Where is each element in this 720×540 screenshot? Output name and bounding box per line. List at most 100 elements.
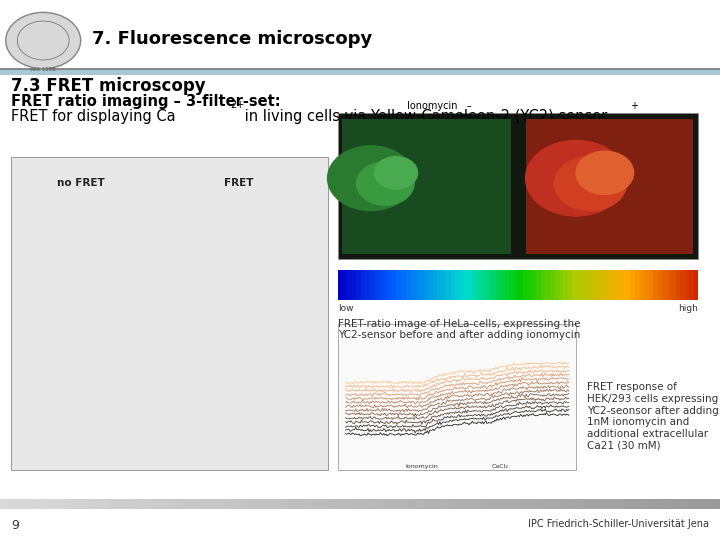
Text: low: low xyxy=(338,304,354,313)
Bar xyxy=(655,499,664,509)
Circle shape xyxy=(356,162,414,205)
Text: Ionomycin: Ionomycin xyxy=(405,464,438,469)
Bar xyxy=(72,499,81,509)
Bar xyxy=(677,499,685,509)
Bar xyxy=(461,499,469,509)
Bar xyxy=(685,270,690,300)
Bar xyxy=(518,270,523,300)
Bar xyxy=(598,499,606,509)
Bar xyxy=(649,270,654,300)
Bar xyxy=(397,270,402,300)
Bar xyxy=(245,499,253,509)
Bar xyxy=(559,270,563,300)
Bar xyxy=(432,499,441,509)
Bar xyxy=(410,270,415,300)
Bar xyxy=(137,499,145,509)
Bar xyxy=(65,499,73,509)
Bar xyxy=(482,499,491,509)
Bar xyxy=(0,69,720,75)
Text: 2+: 2+ xyxy=(230,100,245,110)
Bar xyxy=(346,499,354,509)
Bar xyxy=(658,270,662,300)
Circle shape xyxy=(328,146,414,211)
Bar xyxy=(402,270,406,300)
Bar xyxy=(418,499,426,509)
Bar xyxy=(569,499,577,509)
Bar xyxy=(547,499,556,509)
Bar xyxy=(144,499,153,509)
Bar xyxy=(523,270,527,300)
Bar xyxy=(590,270,595,300)
Bar xyxy=(608,270,613,300)
Bar xyxy=(338,270,343,300)
Bar xyxy=(389,499,397,509)
Bar xyxy=(406,270,410,300)
Bar xyxy=(626,270,631,300)
Bar xyxy=(526,499,534,509)
Bar xyxy=(202,499,210,509)
Bar xyxy=(281,499,289,509)
Text: 9: 9 xyxy=(11,519,19,532)
Bar xyxy=(274,499,282,509)
Bar xyxy=(216,499,225,509)
Bar xyxy=(302,499,311,509)
Bar xyxy=(324,499,333,509)
Bar xyxy=(259,499,268,509)
Bar xyxy=(115,499,124,509)
Bar xyxy=(43,499,52,509)
Text: seit 1558: seit 1558 xyxy=(30,67,56,72)
Bar xyxy=(209,499,217,509)
Bar xyxy=(428,270,433,300)
Bar xyxy=(108,499,117,509)
Circle shape xyxy=(6,12,81,69)
Bar xyxy=(518,499,527,509)
Bar xyxy=(252,499,261,509)
Bar xyxy=(382,499,390,509)
Bar xyxy=(367,499,376,509)
Bar xyxy=(533,499,541,509)
Bar xyxy=(568,270,572,300)
Bar xyxy=(22,499,30,509)
Text: CaCl₂: CaCl₂ xyxy=(492,464,508,469)
Bar xyxy=(238,499,246,509)
Bar xyxy=(691,499,700,509)
Bar xyxy=(230,499,239,509)
Bar xyxy=(713,499,720,509)
Bar xyxy=(79,499,88,509)
Bar xyxy=(532,270,536,300)
Bar xyxy=(50,499,59,509)
Circle shape xyxy=(554,157,626,211)
Bar xyxy=(446,270,451,300)
Bar xyxy=(288,499,297,509)
Bar xyxy=(338,499,347,509)
Bar xyxy=(11,157,328,470)
Bar xyxy=(365,270,370,300)
Bar xyxy=(360,499,369,509)
Text: IPC Friedrich-Schiller-Universität Jena: IPC Friedrich-Schiller-Universität Jena xyxy=(528,519,709,530)
Bar xyxy=(680,270,685,300)
Bar xyxy=(490,499,498,509)
Bar xyxy=(352,270,356,300)
Bar xyxy=(526,119,693,254)
Bar xyxy=(550,270,554,300)
Bar xyxy=(641,499,649,509)
Bar xyxy=(455,270,460,300)
Bar xyxy=(460,270,464,300)
Bar xyxy=(469,270,474,300)
Text: 7.3 FRET microscopy: 7.3 FRET microscopy xyxy=(11,77,205,94)
Bar xyxy=(130,499,138,509)
Bar xyxy=(546,270,550,300)
Bar xyxy=(619,499,628,509)
Bar xyxy=(415,270,419,300)
Bar xyxy=(468,499,477,509)
Bar xyxy=(541,270,546,300)
Bar xyxy=(403,499,412,509)
Bar xyxy=(595,270,599,300)
Bar xyxy=(510,270,514,300)
Text: in living cells via Yellow-Cameleon-2 (YC2) sensor: in living cells via Yellow-Cameleon-2 (Y… xyxy=(240,109,608,124)
Bar xyxy=(676,270,680,300)
Text: FRET-ratio image of HeLa-cells, expressing the
YC2-sensor before and after addin: FRET-ratio image of HeLa-cells, expressi… xyxy=(338,319,581,340)
Bar xyxy=(554,499,563,509)
Bar xyxy=(29,499,37,509)
Bar xyxy=(101,499,109,509)
